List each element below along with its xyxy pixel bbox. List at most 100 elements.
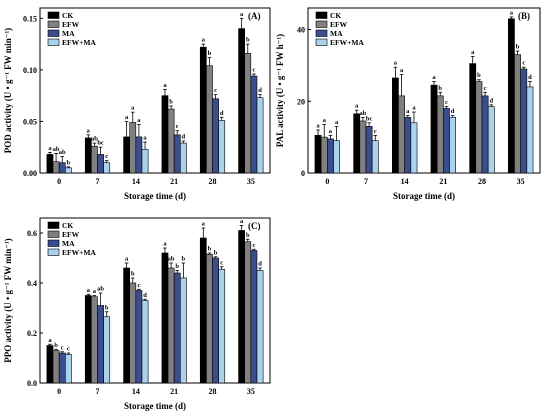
significance-letter: a [400, 67, 404, 74]
bar-ck [430, 84, 438, 174]
significance-letter: b [214, 249, 218, 256]
x-tick-label: 21 [170, 387, 178, 396]
bar-ma [135, 290, 143, 384]
bar-efw [91, 296, 98, 384]
bar-efw-ma [180, 142, 187, 174]
legend-label: EFW [62, 20, 80, 29]
bar-efw [52, 350, 60, 384]
plot-frame [39, 217, 271, 384]
bar-efw [244, 53, 252, 174]
significance-letter: b [67, 159, 71, 166]
significance-letter: b [438, 85, 442, 92]
significance-letter: a [87, 127, 91, 134]
y-axis-title: PAL activity (U • g⁻¹ FW h⁻¹) [275, 34, 285, 147]
legend-label: CK [330, 11, 341, 20]
significance-letter: a [335, 119, 339, 126]
x-tick-label: 28 [478, 177, 486, 186]
bar-ma [97, 154, 104, 174]
x-tick-label: 21 [439, 177, 447, 186]
legend-swatch [47, 221, 60, 229]
significance-letter: a [163, 82, 167, 89]
significance-letter: a [240, 218, 244, 225]
bar-efw-ma [526, 86, 534, 174]
significance-letter: a [323, 117, 327, 124]
bar-ma [58, 352, 66, 384]
significance-letter: a [125, 114, 129, 121]
bar-ck [161, 252, 169, 384]
legend-label: MA [62, 29, 75, 38]
y-tick-label: 0.6 [27, 229, 37, 238]
significance-letter: b [169, 98, 173, 105]
significance-letter: b [182, 256, 186, 263]
significance-letter: c [252, 67, 255, 74]
y-tick-label: 40 [297, 26, 305, 35]
x-tick-label: 14 [132, 387, 140, 396]
significance-letter: c [374, 128, 377, 135]
significance-letter: a [202, 221, 206, 228]
significance-letter: b [208, 246, 212, 253]
bar-efw-ma [65, 353, 72, 384]
bar-efw [475, 81, 483, 174]
x-tick-label: 0 [57, 387, 61, 396]
legend-label: CK [62, 221, 73, 230]
significance-letter: d [489, 97, 493, 104]
bar-ma [58, 162, 66, 174]
x-tick-label: 35 [517, 177, 525, 186]
legend-swatch [315, 11, 328, 19]
y-tick-label: 0.2 [27, 329, 37, 338]
bar-efw-ma [103, 316, 111, 384]
significance-letter: c [484, 85, 487, 92]
bar-efw [129, 122, 137, 174]
bar-efw [91, 145, 98, 174]
significance-letter: a [329, 128, 333, 135]
y-axis-title: POD activity (U • g⁻¹ FW min⁻¹) [3, 28, 13, 153]
legend-swatch [47, 230, 60, 238]
x-tick-label: 28 [209, 387, 217, 396]
significance-letter: c [137, 282, 140, 289]
significance-letter: bc [97, 140, 104, 147]
significance-letter: d [220, 110, 224, 117]
significance-letter: d [182, 134, 186, 141]
significance-letter: b [246, 37, 250, 44]
significance-letter: a [406, 108, 410, 115]
bar-ck [238, 28, 245, 174]
legend-label: EFW+MA [62, 38, 96, 47]
significance-letter: ab [168, 256, 175, 263]
x-axis-title: Storage time (d) [124, 191, 186, 201]
plot-frame [39, 7, 271, 174]
bar-efw [206, 253, 213, 384]
bar-ma [250, 250, 258, 384]
bar-ma [97, 305, 104, 384]
significance-letter: bc [366, 115, 373, 122]
legend-label: EFW+MA [62, 248, 96, 257]
significance-letter: a [355, 103, 359, 110]
significance-letter: b [54, 342, 58, 349]
bar-ck [123, 267, 130, 384]
plot-frame [307, 7, 541, 174]
bar-efw [320, 136, 328, 174]
x-tick-label: 28 [209, 177, 217, 186]
significance-letter: b [477, 72, 481, 79]
legend-swatch [47, 29, 60, 37]
legend-label: MA [62, 239, 75, 248]
bar-efw-ma [371, 140, 379, 174]
bar-ma [481, 95, 489, 174]
bar-efw-ma [141, 148, 149, 174]
bar-ma [250, 75, 258, 174]
significance-letter: a [93, 288, 97, 295]
bar-efw-ma [141, 300, 149, 384]
significance-letter: a [131, 105, 135, 112]
bar-efw-ma [333, 140, 341, 174]
bar-ma [173, 134, 181, 174]
bar-ck [199, 237, 207, 384]
significance-letter: c [67, 346, 70, 353]
significance-letter: ab [59, 149, 66, 156]
x-tick-label: 14 [132, 177, 140, 186]
bar-ck [46, 345, 54, 384]
significance-letter: c [220, 259, 223, 266]
y-tick-label: 0.00 [23, 169, 37, 178]
bar-ck [161, 95, 169, 174]
bar-ma [135, 136, 143, 174]
x-axis-title: Storage time (d) [124, 401, 186, 411]
